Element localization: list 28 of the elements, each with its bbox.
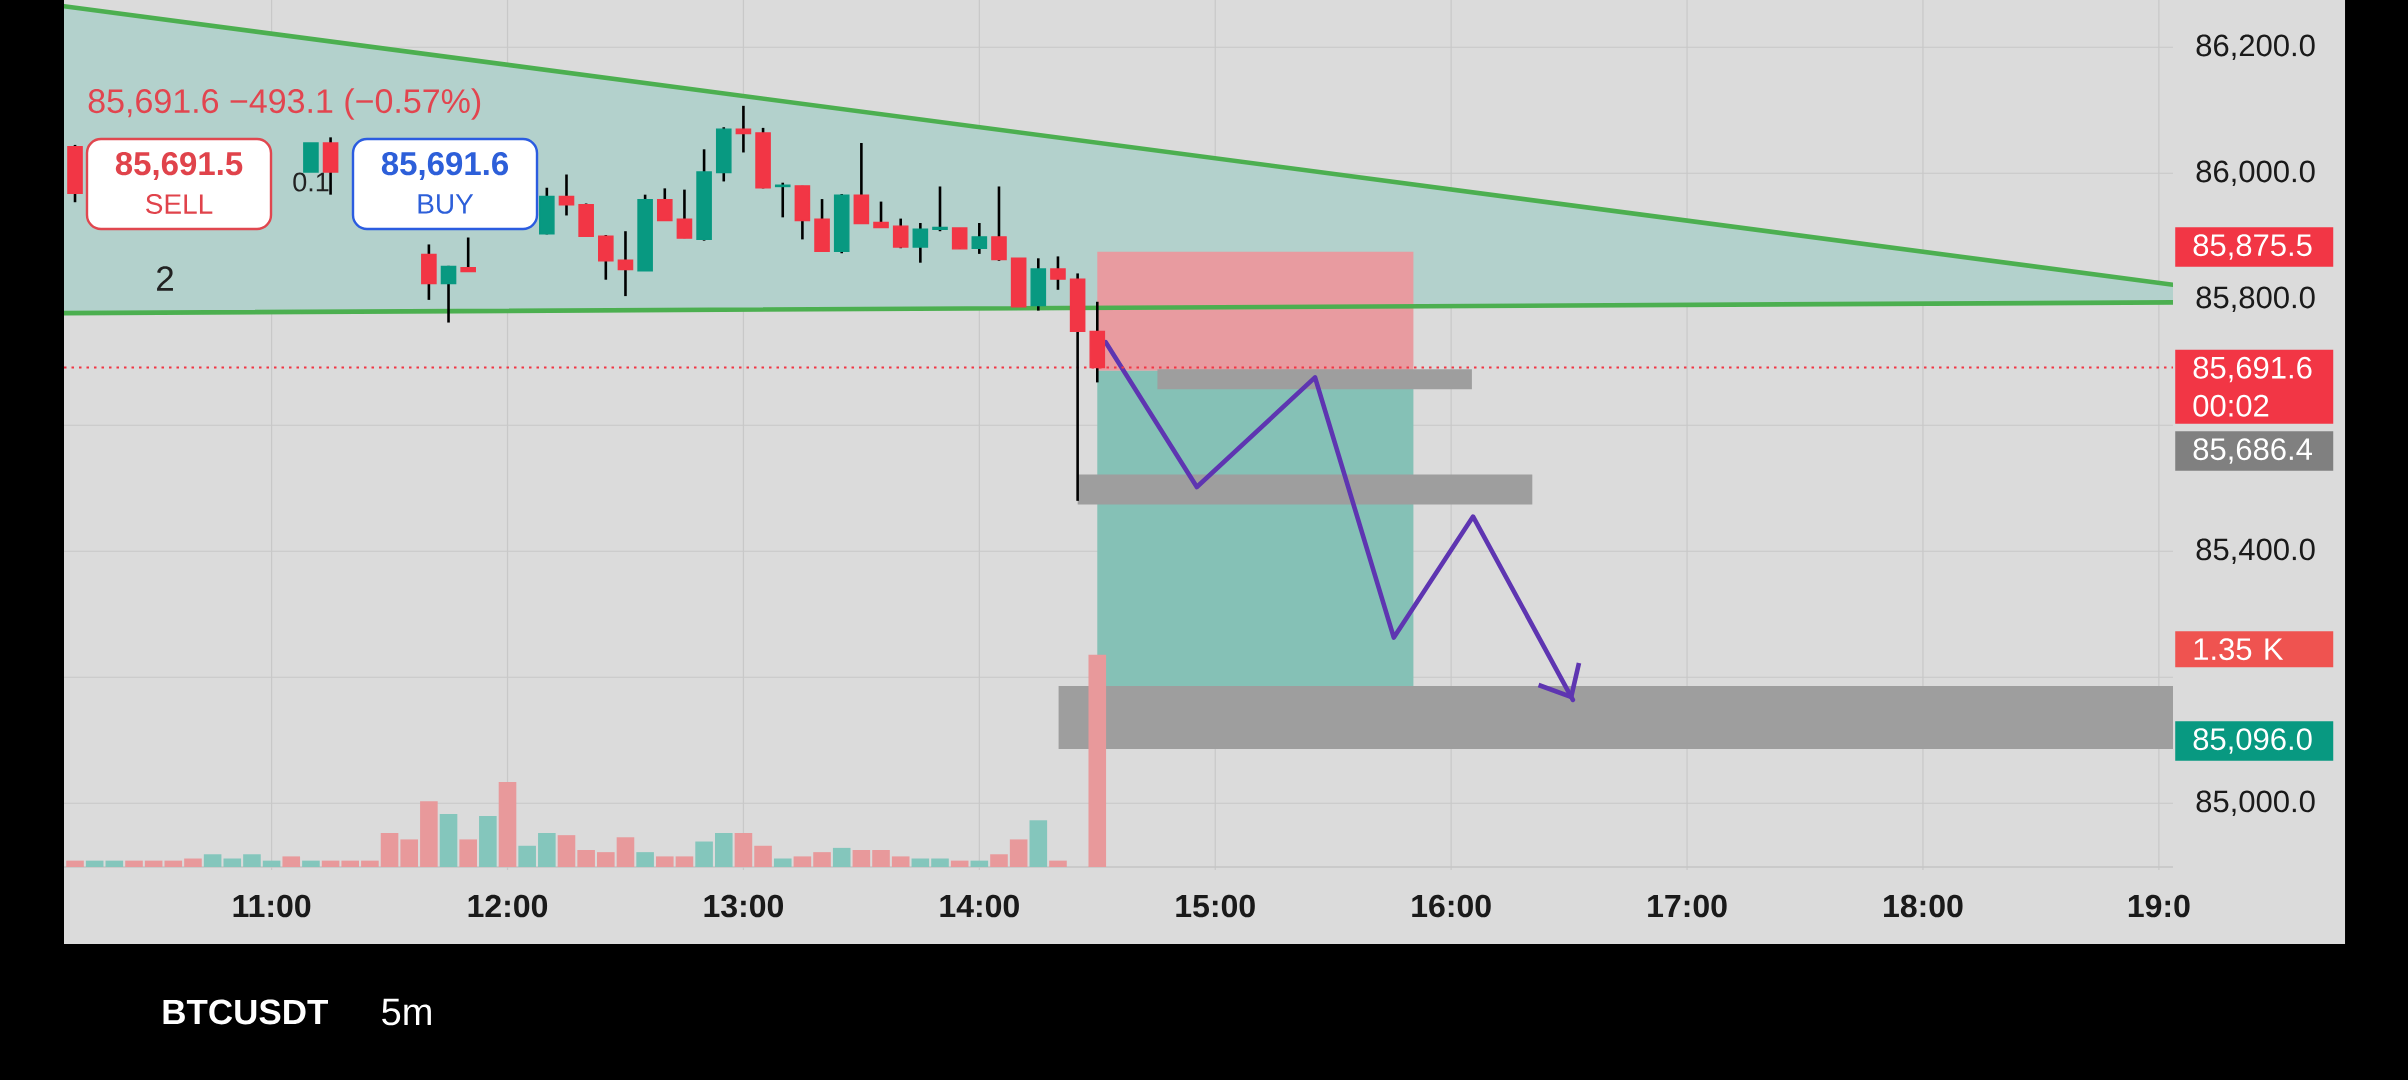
x-tick-label: 11:00	[233, 894, 311, 918]
x-tick-label: 12:00	[468, 894, 548, 918]
annotation: BUY	[418, 194, 474, 214]
text: 85,096.0	[2193, 728, 2312, 754]
annotation: 85,691.5	[115, 151, 243, 181]
text: BTCUSDT	[163, 999, 329, 1025]
x-tick-label: 14:00	[940, 894, 1019, 918]
y-tick-label: 85,400.0	[2196, 538, 2315, 565]
x-tick-label: 13:00	[704, 894, 784, 918]
x-tick-label: 17:00	[1648, 894, 1727, 918]
x-tick-label: 16:00	[1412, 894, 1491, 918]
annotation: 0.1	[293, 172, 329, 192]
annotation: 85,691.6	[381, 151, 509, 181]
text: 1.35 K	[2194, 638, 2284, 661]
y-tick-label: 85,800.0	[2196, 286, 2315, 313]
y-tick-label: 86,200.0	[2196, 34, 2315, 61]
y-tick-label: 85,000.0	[2196, 790, 2315, 817]
ref-line-label: 85,691.6 00:02	[2193, 356, 2312, 417]
annotation: 85,691.6 −493.1 (−0.57%)	[88, 88, 481, 120]
x-tick-label: 19:0	[2128, 894, 2190, 918]
x-tick-label: 15:00	[1176, 894, 1255, 918]
x-tick-label: 18:00	[1884, 894, 1963, 918]
text: 85,875.5	[2193, 234, 2312, 260]
y-tick-label: 86,000.0	[2196, 160, 2315, 187]
text: 5m	[382, 998, 431, 1026]
annotation: SELL	[146, 194, 213, 214]
text: 85,686.4	[2193, 438, 2312, 464]
annotation: 2	[157, 266, 173, 291]
